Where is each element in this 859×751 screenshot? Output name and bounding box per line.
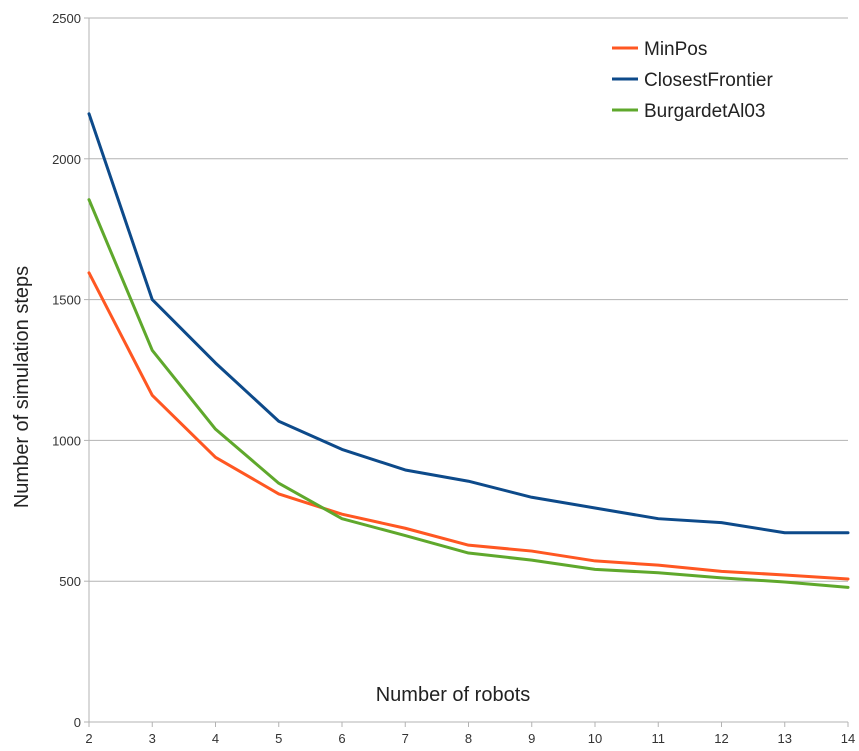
x-tick-label: 6 — [338, 731, 345, 746]
x-axis-title: Number of robots — [376, 684, 531, 706]
x-tick-label: 5 — [275, 731, 282, 746]
series-lines — [87, 112, 850, 589]
x-tick-label: 8 — [465, 731, 472, 746]
x-tick-labels: 2 3 4 5 6 7 8 9 10 11 12 13 14 — [85, 731, 855, 746]
y-tick-label: 1000 — [52, 433, 81, 448]
x-tick-label: 13 — [778, 731, 792, 746]
x-tick-label: 9 — [528, 731, 535, 746]
y-tick-label: 1500 — [52, 293, 81, 308]
axes — [84, 17, 849, 727]
y-tick-label: 0 — [74, 715, 81, 730]
x-tick-label: 12 — [714, 731, 728, 746]
x-tick-label: 11 — [652, 731, 666, 746]
y-tick-label: 2500 — [52, 11, 81, 26]
legend-label-burgardetal03: BurgardetAl03 — [644, 101, 765, 122]
series-line-minpos — [87, 271, 850, 581]
legend-label-closestfrontier: ClosestFrontier — [644, 70, 773, 91]
x-tick-label: 10 — [588, 731, 602, 746]
y-tick-label: 2000 — [52, 152, 81, 167]
y-tick-labels: 0 500 1000 1500 2000 2500 — [52, 11, 81, 730]
series-line-closestfrontier — [87, 112, 850, 535]
y-axis-title: Number of simulation steps — [11, 266, 33, 508]
legend-label-minpos: MinPos — [644, 39, 707, 60]
grid-lines — [89, 17, 848, 582]
x-tick-label: 14 — [841, 731, 855, 746]
x-tick-label: 7 — [402, 731, 409, 746]
x-tick-label: 3 — [149, 731, 156, 746]
y-tick-label: 500 — [59, 574, 81, 589]
series-line-burgardetal03 — [87, 198, 850, 589]
x-tick-label: 4 — [212, 731, 219, 746]
x-tick-label: 2 — [85, 731, 92, 746]
legend: MinPos ClosestFrontier BurgardetAl03 — [612, 39, 773, 122]
